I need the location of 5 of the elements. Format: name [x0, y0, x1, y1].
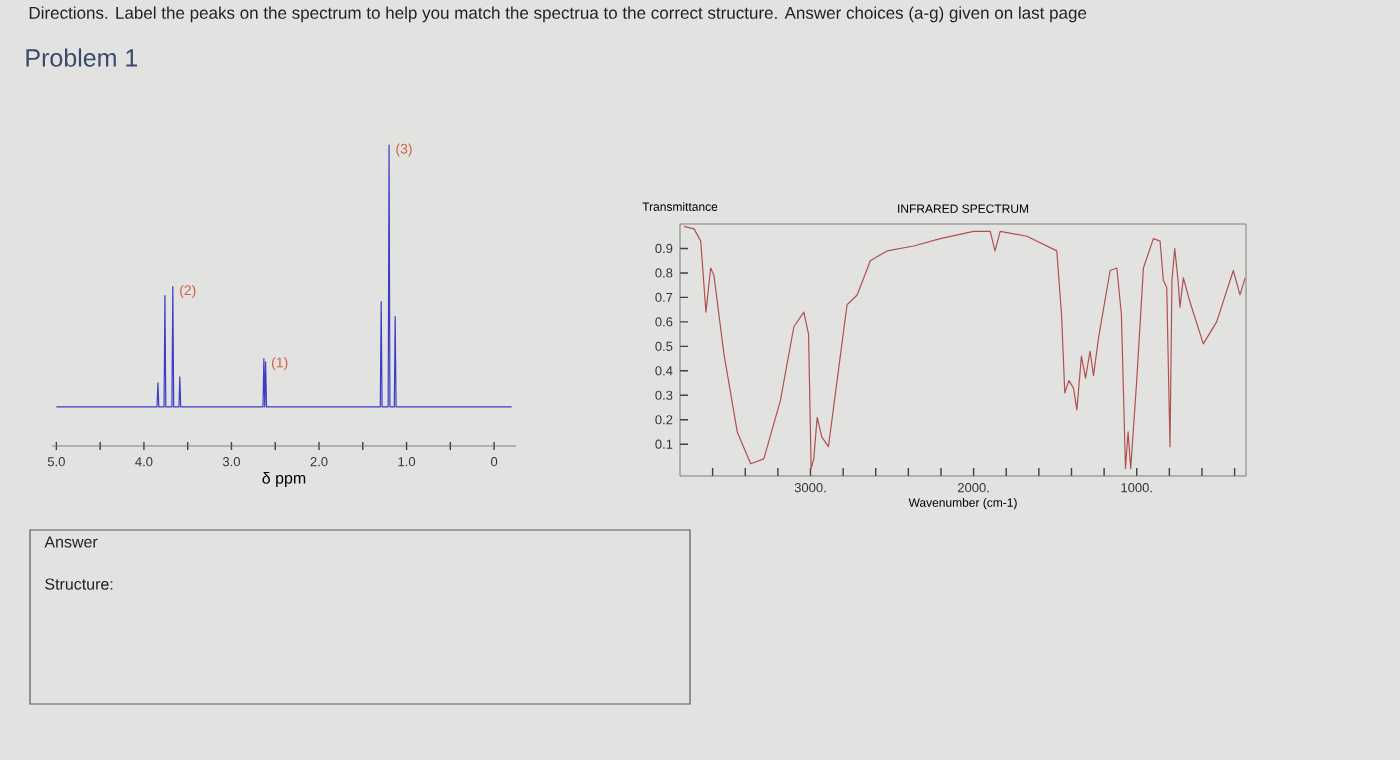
text: Answer: [44, 536, 98, 548]
x-axis-title: δ ppm: [262, 471, 306, 487]
text: Problem 1: [26, 48, 138, 67]
text: Structure:: [45, 578, 113, 590]
text: Directions. Label the peaks on the spectrum to help you match the spectrua to the correct structure. Answer choices (a-g) given on last page: [29, 6, 1087, 23]
